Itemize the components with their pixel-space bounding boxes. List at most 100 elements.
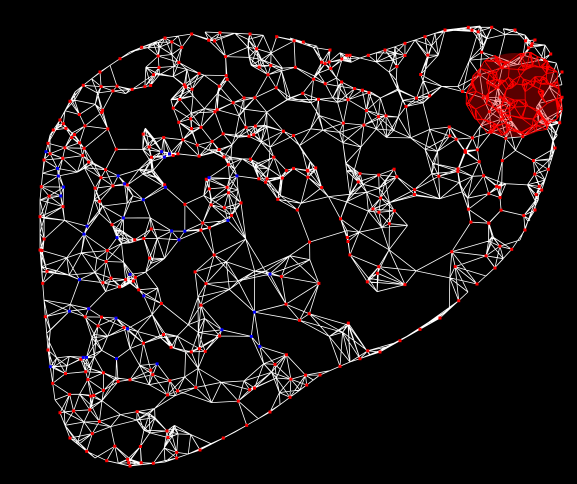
mesh-node xyxy=(533,38,537,42)
mesh-node xyxy=(320,186,324,189)
mesh-node xyxy=(293,65,297,69)
mesh-node xyxy=(553,146,557,150)
boundary-node xyxy=(128,272,132,276)
mesh-node xyxy=(500,159,504,163)
mesh-node xyxy=(70,136,74,139)
mesh-node xyxy=(412,193,416,196)
mesh-edges xyxy=(39,25,563,467)
mesh-node xyxy=(345,235,349,239)
boundary-node xyxy=(121,216,125,220)
mesh-node xyxy=(43,315,47,319)
boundary-node xyxy=(59,194,63,198)
boundary-nodes xyxy=(44,150,272,369)
mesh-node xyxy=(47,194,51,198)
refined-region xyxy=(465,51,563,137)
boundary-node xyxy=(177,238,181,242)
mesh-node xyxy=(457,299,461,303)
mesh-node xyxy=(253,124,257,128)
mesh-node xyxy=(426,53,430,57)
mesh-node xyxy=(365,280,369,284)
boundary-node xyxy=(78,278,81,282)
mesh-node xyxy=(498,196,502,199)
boundary-node xyxy=(87,307,91,311)
mesh-node xyxy=(438,316,442,320)
mesh-node xyxy=(266,73,270,77)
mesh-node xyxy=(345,53,349,57)
mesh-node xyxy=(308,240,312,244)
mesh-node xyxy=(124,278,128,282)
boundary-node xyxy=(48,365,52,369)
boundary-node xyxy=(82,232,86,236)
mesh-node xyxy=(39,185,43,189)
mesh-node xyxy=(495,184,499,188)
mesh-node xyxy=(477,160,481,164)
mesh-node xyxy=(61,205,65,209)
mesh-node xyxy=(248,32,252,36)
mesh-node xyxy=(181,138,185,142)
mesh-node xyxy=(140,45,144,49)
boundary-node xyxy=(85,224,89,228)
mesh-node xyxy=(106,127,110,131)
mesh-node xyxy=(498,95,502,99)
mesh-node xyxy=(93,186,97,190)
boundary-node xyxy=(115,236,119,240)
mesh-node xyxy=(549,52,553,56)
mesh-node xyxy=(217,84,221,88)
mesh-node xyxy=(339,217,342,221)
mesh-node xyxy=(273,362,277,366)
mesh-node xyxy=(500,66,504,70)
mesh-node xyxy=(257,177,261,181)
mesh-node xyxy=(85,449,89,453)
mesh-node xyxy=(289,377,293,381)
mesh-node xyxy=(61,156,65,160)
mesh-node xyxy=(176,152,180,156)
mesh-node xyxy=(530,42,534,46)
mesh-node xyxy=(51,128,55,132)
mesh-node xyxy=(497,185,501,189)
mesh-node xyxy=(89,394,93,398)
mesh-node xyxy=(212,253,216,257)
mesh-node xyxy=(210,139,214,143)
mesh-node xyxy=(197,154,201,158)
mesh-node xyxy=(358,172,362,176)
mesh-node xyxy=(190,127,193,131)
mesh-node xyxy=(560,95,564,99)
mesh-node xyxy=(464,150,467,154)
mesh-node xyxy=(83,315,87,319)
mesh-node xyxy=(149,84,153,87)
mesh-node xyxy=(138,445,142,448)
mesh-node xyxy=(317,97,320,101)
mesh-node xyxy=(504,136,508,140)
mesh-node xyxy=(448,134,452,138)
mesh-node xyxy=(268,410,272,414)
mesh-node xyxy=(96,324,100,328)
mesh-node xyxy=(125,183,129,187)
mesh-node xyxy=(98,199,102,203)
mesh-node xyxy=(346,98,350,102)
mesh-node xyxy=(292,39,296,43)
mesh-node xyxy=(163,183,167,187)
mesh-node xyxy=(176,389,180,393)
mesh-node xyxy=(527,46,531,50)
mesh-node xyxy=(92,394,96,397)
mesh-node xyxy=(183,202,187,206)
mesh-node xyxy=(83,124,87,128)
mesh-node xyxy=(169,345,173,349)
mesh-node xyxy=(116,380,120,383)
mesh-node xyxy=(226,163,230,167)
mesh-node xyxy=(242,96,246,100)
mesh-node xyxy=(105,249,109,253)
mesh-node xyxy=(207,38,211,42)
mesh-node xyxy=(312,77,316,81)
mesh-node xyxy=(253,386,256,390)
mesh-node xyxy=(470,28,474,32)
mesh-node xyxy=(111,184,115,188)
mesh-node xyxy=(249,157,252,161)
mesh-node xyxy=(540,188,544,192)
mesh-node xyxy=(493,266,497,270)
mesh-node xyxy=(197,347,201,351)
mesh-node xyxy=(102,388,105,392)
mesh-node xyxy=(231,101,235,105)
mesh-node xyxy=(392,167,396,171)
mesh-node xyxy=(437,174,441,178)
